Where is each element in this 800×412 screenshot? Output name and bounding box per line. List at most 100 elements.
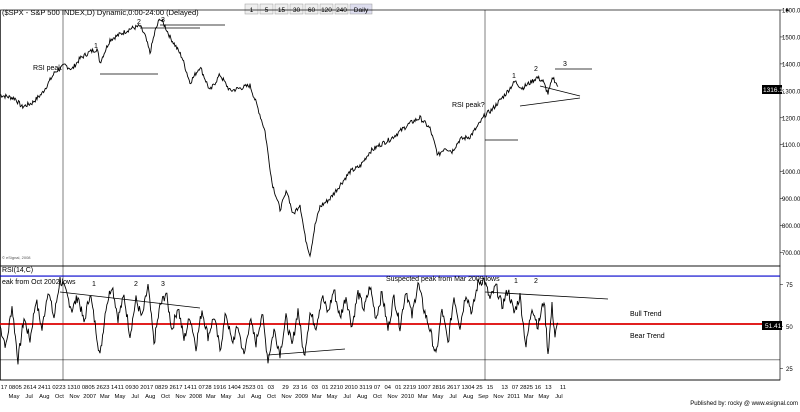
- x-period-label: Mar: [524, 394, 534, 400]
- x-period-label: Nov: [69, 394, 79, 400]
- panel-frames: [0, 9, 781, 381]
- x-period-label: Mar: [312, 394, 322, 400]
- annotation-rsi-peak-left: RSI peak: [33, 65, 62, 72]
- timeframe-button[interactable]: [319, 3, 334, 15]
- price-tick-label: 1500.00: [782, 35, 800, 41]
- date-x-axis: 17 08 05 26 14 24 11 02 23 13 10 08 05 26 23 14…: [0, 379, 780, 400]
- x-tick-label: 04 25: [234, 385, 249, 391]
- toolbar: ($SPX - S&P 500 INDEX,D) Dynamic,0:00-24…: [2, 3, 790, 17]
- x-tick-label: 17 08: [1, 385, 16, 391]
- x-tick-label: 07 28: [512, 385, 527, 391]
- price-tick-label: 1000.00: [782, 170, 800, 176]
- rsi-tick-label: 75: [786, 283, 793, 289]
- timeframe-button[interactable]: [289, 3, 304, 15]
- timeframe-buttons: 1 5 15 30 60 120 240 Daily ▸: [244, 3, 790, 15]
- x-tick-label: 10 31: [351, 385, 366, 391]
- wave-label: 2: [137, 19, 141, 26]
- price-trendline[interactable]: [519, 97, 581, 107]
- x-period-label: Jul: [237, 394, 244, 400]
- x-tick-label: 29: [282, 385, 288, 391]
- timeframe-button-label: 1: [250, 7, 254, 14]
- rsi-wave-label: 1: [514, 278, 518, 285]
- x-tick-label: 03: [311, 385, 317, 391]
- x-tick-label: 11 02: [45, 385, 59, 391]
- x-tick-label: 16 26: [439, 385, 454, 391]
- x-period-label: Nov: [281, 394, 291, 400]
- x-period-label: Jul: [449, 394, 456, 400]
- timeframe-button[interactable]: [259, 3, 274, 15]
- scroll-right-icon[interactable]: ▸: [786, 7, 790, 14]
- x-period-label: 2011: [507, 394, 519, 400]
- x-tick-label: 04 25: [468, 385, 483, 391]
- price-tick-label: 1200.00: [782, 116, 800, 122]
- price-y-axis: 700.00 800.00 900.00 1000.00 1100.00 1200.00 1…: [780, 9, 800, 257]
- x-period-label: May: [9, 394, 20, 400]
- wave-label: 2: [534, 66, 538, 73]
- rsi-wave-label: 2: [534, 278, 538, 285]
- x-tick-label: 28 19: [205, 385, 220, 391]
- x-tick-label: 07 28: [424, 385, 439, 391]
- x-period-label: Jul: [343, 394, 350, 400]
- x-tick-label: 15: [487, 385, 493, 391]
- price-tick-label: 1400.00: [782, 62, 800, 68]
- x-period-label: May: [114, 394, 125, 400]
- rsi-trendline[interactable]: [267, 348, 346, 356]
- x-tick-label: 19 10: [410, 385, 425, 391]
- price-tick-label: 700.00: [782, 251, 800, 257]
- price-badge: 1316.14: [763, 87, 787, 94]
- price-tick-label: 1600.00: [782, 9, 800, 15]
- x-tick-label: 11 07: [191, 385, 205, 391]
- rsi-tick-label: 50: [786, 325, 793, 331]
- x-period-label: Jul: [555, 394, 562, 400]
- x-period-label: May: [432, 394, 443, 400]
- timeframe-button[interactable]: [334, 3, 349, 15]
- price-trendline[interactable]: [539, 85, 581, 97]
- x-tick-label: 17 14: [176, 385, 191, 391]
- x-period-label: May: [538, 394, 549, 400]
- x-tick-label: 30 20: [132, 385, 147, 391]
- price-tick-label: 1100.00: [782, 143, 800, 149]
- x-tick-label: 10 08: [74, 385, 89, 391]
- x-period-label: 2009: [295, 394, 308, 400]
- rsi-trendline[interactable]: [59, 291, 201, 309]
- timeframe-button[interactable]: [244, 3, 259, 15]
- timeframe-button[interactable]: [349, 3, 373, 15]
- annotation-bear-trend: Bear Trend: [630, 333, 665, 340]
- rsi-tick-label: 25: [786, 367, 793, 373]
- x-period-label: Mar: [100, 394, 110, 400]
- x-tick-label: 23 01: [249, 385, 264, 391]
- watermark: © eSignal, 2008: [2, 255, 31, 260]
- x-tick-label: 23 16: [293, 385, 308, 391]
- x-period-label: Aug: [357, 394, 367, 400]
- timeframe-button-label: 60: [308, 7, 316, 14]
- price-tick-label: 800.00: [782, 224, 800, 230]
- annotation-peak-2002: eak from Oct 2002 lows: [2, 279, 76, 286]
- timeframe-button-label: 5: [265, 7, 269, 14]
- timeframe-button[interactable]: [274, 3, 289, 15]
- x-tick-label: 01 22: [395, 385, 410, 391]
- x-period-label: Aug: [145, 394, 155, 400]
- annotation-rsi-peak-right: RSI peak?: [452, 102, 485, 109]
- x-tick-label: 11 09: [118, 385, 132, 391]
- x-tick-label: 11: [560, 385, 566, 391]
- x-tick-label: 13: [545, 385, 551, 391]
- timeframe-button-label: 120: [321, 7, 332, 14]
- x-tick-label: 17 08: [147, 385, 162, 391]
- wave-label: 1: [94, 43, 98, 50]
- x-period-label: Nov: [387, 394, 397, 400]
- x-tick-label: 23 13: [59, 385, 74, 391]
- x-period-label: Mar: [418, 394, 428, 400]
- timeframe-button[interactable]: [304, 3, 319, 15]
- footer-credit: Published by: rocky @ www.esignal.com: [690, 401, 798, 407]
- x-period-label: May: [220, 394, 231, 400]
- rsi-panel-title: RSI(14,C): [2, 267, 33, 274]
- x-period-label: Nov: [493, 394, 503, 400]
- x-period-label: Jul: [25, 394, 32, 400]
- x-tick-label: 25 16: [527, 385, 542, 391]
- price-tick-label: 1300.00: [782, 89, 800, 95]
- x-period-label: May: [326, 394, 337, 400]
- rsi-badge-bg: [762, 321, 782, 330]
